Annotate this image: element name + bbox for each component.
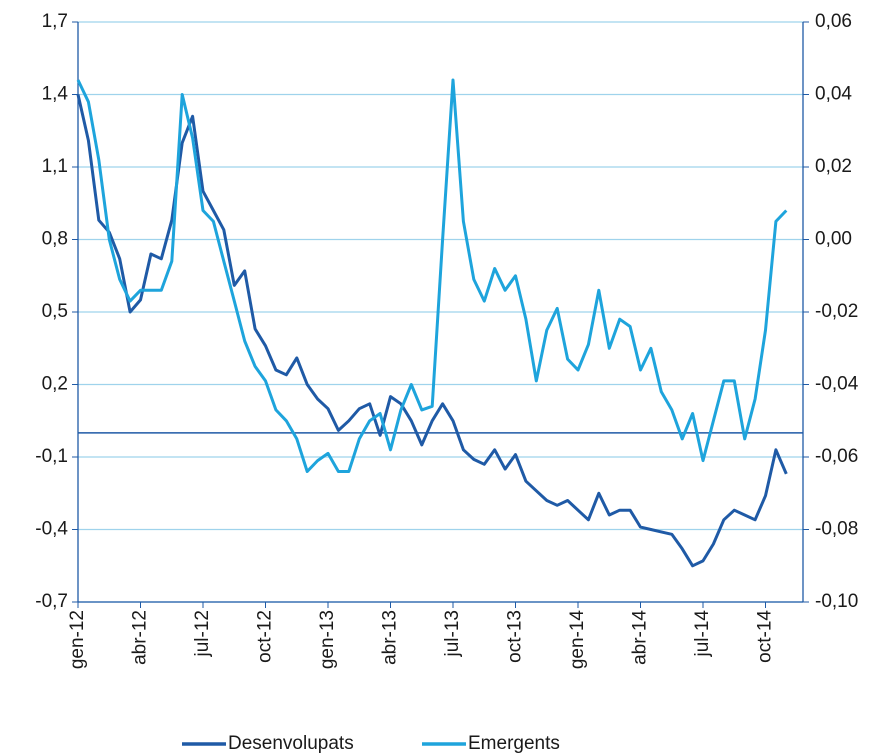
y-tick-label: 0,2 [42, 374, 68, 395]
x-tick-label: gen-13 [317, 610, 338, 669]
x-tick-label: oct-14 [755, 610, 776, 663]
y-tick-label: -0,1 [35, 446, 68, 467]
x-tick-label: jul-14 [692, 610, 713, 658]
y-tick-label: 0,8 [42, 229, 68, 250]
x-tick-label: gen-12 [67, 610, 88, 669]
x-tick-label: abr-13 [380, 610, 401, 665]
y2-tick-label: -0,02 [815, 301, 858, 322]
y2-tick-label: -0,04 [815, 374, 859, 395]
y2-tick-label: 0,00 [815, 229, 852, 250]
series-line [76, 94, 788, 568]
y2-tick-label: -0,10 [815, 591, 858, 612]
x-tick-label: jul-13 [442, 610, 463, 657]
series-line [76, 78, 788, 473]
y2-tick-label: -0,08 [815, 519, 858, 540]
x-tick-label: gen-14 [567, 610, 588, 670]
x-tick-label: abr-12 [130, 610, 151, 665]
x-tick-label: oct-12 [255, 610, 276, 663]
y-tick-label: 1,4 [42, 84, 69, 105]
y-tick-label: -0,7 [35, 591, 68, 612]
y2-tick-label: 0,02 [815, 156, 852, 177]
x-tick-label: abr-14 [630, 610, 651, 665]
y-tick-label: 1,7 [42, 11, 68, 32]
legend-label: Emergents [468, 733, 560, 754]
y2-tick-label: 0,06 [815, 11, 852, 32]
y-tick-label: -0,4 [35, 519, 68, 540]
x-tick-label: jul-12 [192, 610, 213, 657]
legend-label: Desenvolupats [228, 733, 354, 754]
y2-tick-label: 0,04 [815, 84, 852, 105]
x-tick-label: oct-13 [505, 610, 526, 663]
y-tick-label: 1,1 [42, 156, 68, 177]
y2-tick-label: -0,06 [815, 446, 858, 467]
y-tick-label: 0,5 [42, 301, 68, 322]
